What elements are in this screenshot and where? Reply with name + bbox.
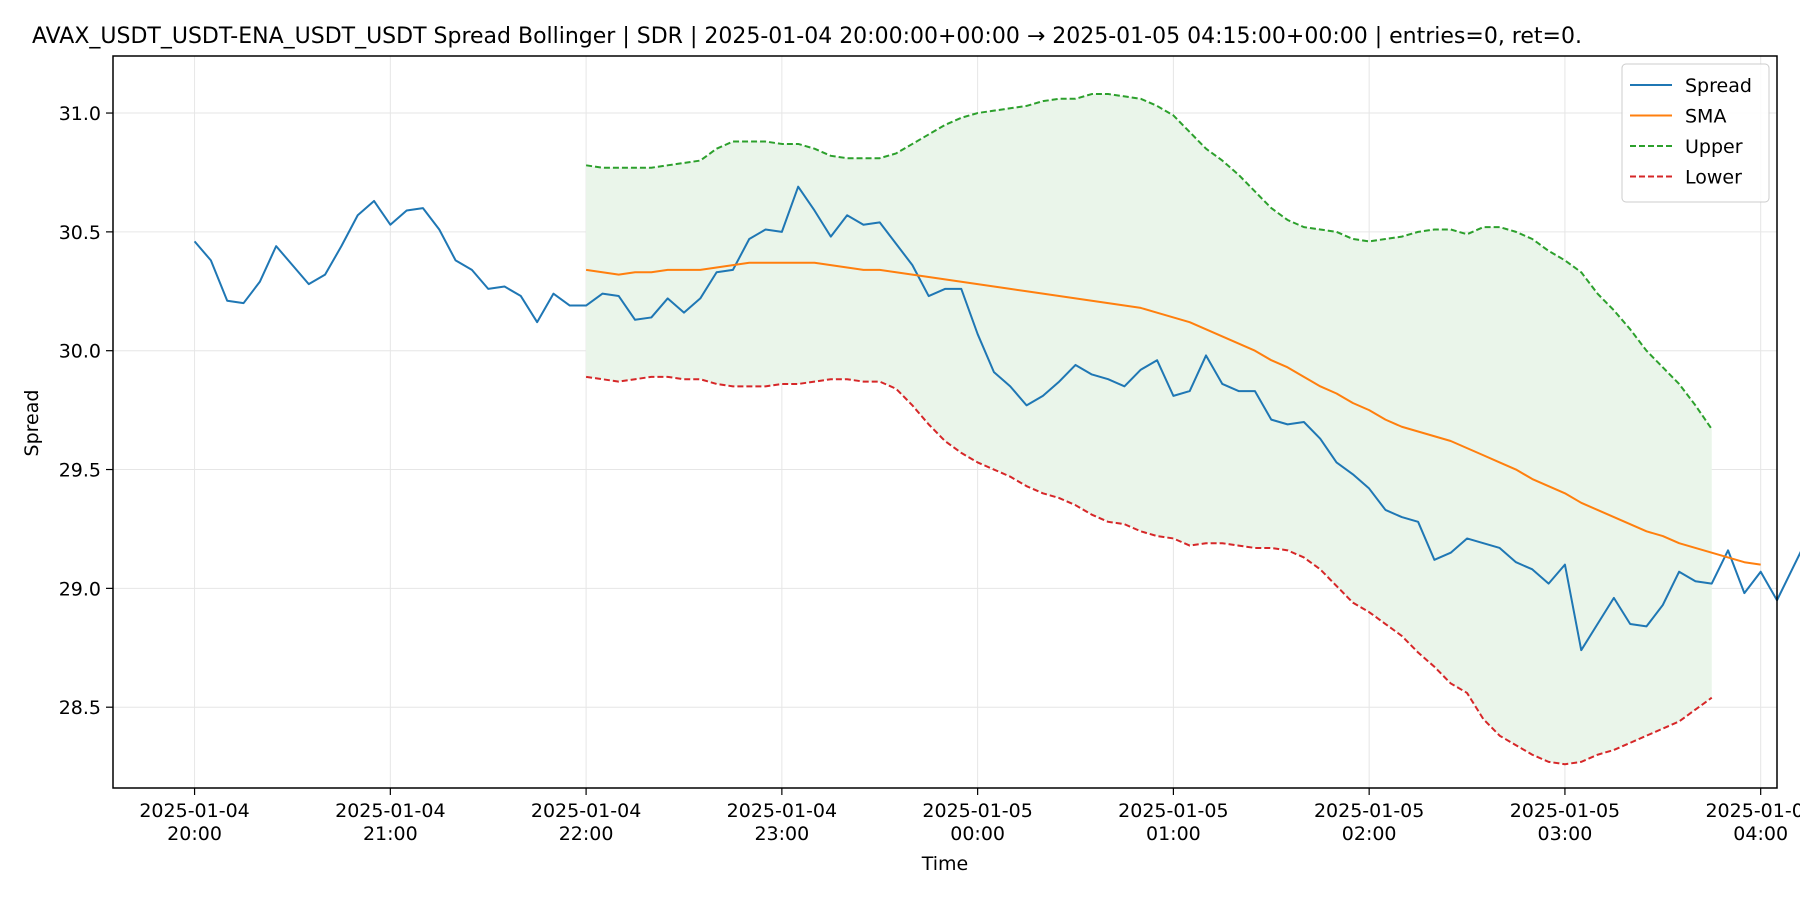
x-tick-label: 2025-01-04 22:00: [531, 800, 641, 845]
y-tick-label: 29.0: [59, 578, 101, 600]
series-lines: [193, 93, 1800, 766]
x-tick-label: 2025-01-05 00:00: [922, 800, 1032, 845]
y-tick-label: 30.0: [59, 341, 101, 363]
y-tick-label: 28.5: [59, 697, 101, 719]
chart-title: AVAX_USDT_USDT-ENA_USDT_USDT Spread Boll…: [32, 24, 1582, 49]
bollinger-band-fill: [586, 94, 1712, 765]
legend-label: Lower: [1685, 167, 1742, 189]
x-tick-label: 2025-01-05 03:00: [1510, 800, 1620, 845]
x-tick-label: 2025-01-04 23:00: [727, 800, 837, 845]
x-axis-label: Time: [921, 853, 969, 875]
x-tick-label: 2025-01-04 21:00: [335, 800, 445, 845]
y-tick-label: 30.5: [59, 222, 101, 244]
x-tick-label: 2025-01-05 01:00: [1118, 800, 1228, 845]
legend-label: SMA: [1685, 106, 1726, 128]
axes: 2025-01-04 20:00 2025-01-04 21:00 2025-01-04…: [59, 103, 1800, 845]
legend: Spread SMA Upper Lower: [1621, 63, 1770, 203]
x-tick-label: 2025-01-04 20:00: [139, 800, 249, 845]
series-line-upper: [585, 93, 1713, 430]
series-line-spread: [193, 185, 1800, 652]
series-line-lower: [585, 375, 1713, 766]
y-tick-label: 31.0: [59, 103, 101, 125]
y-tick-label: 29.5: [59, 460, 101, 482]
series-line-sma: [585, 261, 1761, 566]
legend-label: Upper: [1685, 136, 1743, 158]
legend-box: [1621, 63, 1770, 203]
plot-frame: [112, 55, 1778, 789]
legend-label: Spread: [1685, 75, 1752, 97]
x-tick-label: 2025-01-05 02:00: [1314, 800, 1424, 845]
y-axis-label: Spread: [21, 390, 43, 457]
band-fill-area: [586, 94, 1712, 765]
